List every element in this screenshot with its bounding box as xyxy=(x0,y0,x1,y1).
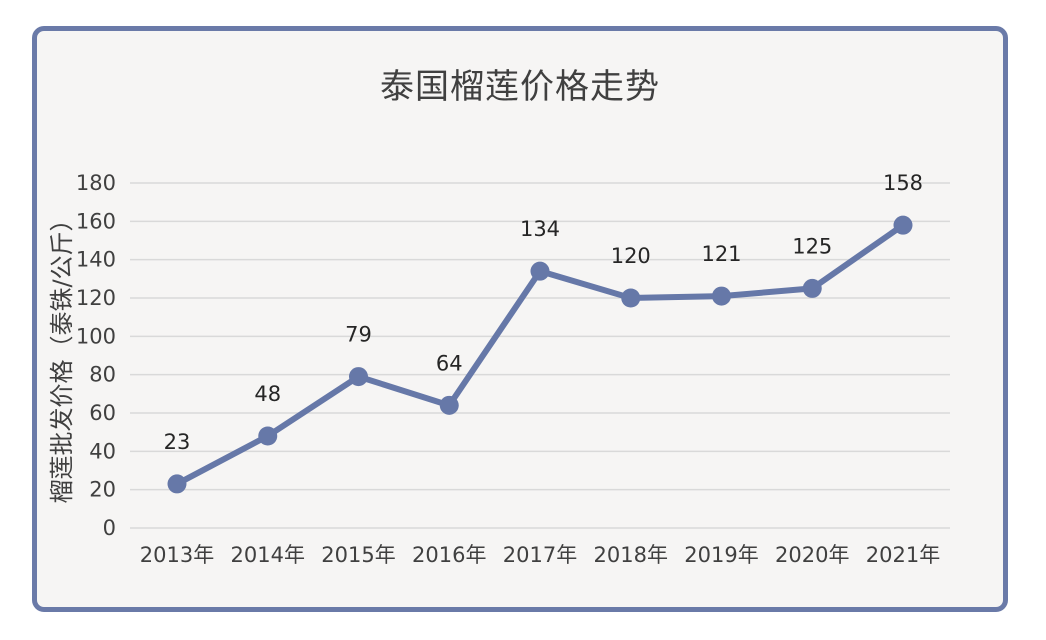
x-tick-label: 2015年 xyxy=(321,543,395,567)
chart-frame: 泰国榴莲价格走势 xyxy=(32,26,1008,612)
data-point xyxy=(258,426,278,446)
data-label: 125 xyxy=(792,234,832,258)
y-axis-label: 榴莲批发价格（泰铢/公斤） xyxy=(48,207,76,503)
y-tick-label: 40 xyxy=(89,439,116,463)
y-tick-label: 20 xyxy=(89,478,116,502)
data-point xyxy=(802,278,822,298)
data-point xyxy=(621,288,641,308)
y-tick-label: 180 xyxy=(76,171,116,195)
y-tick-label: 60 xyxy=(89,401,116,425)
x-tick-label: 2014年 xyxy=(231,543,305,567)
y-tick-label: 80 xyxy=(89,363,116,387)
data-label: 79 xyxy=(345,323,372,347)
data-label: 121 xyxy=(701,242,741,266)
data-point xyxy=(167,474,187,494)
x-tick-label: 2020年 xyxy=(775,543,849,567)
data-point xyxy=(712,286,731,306)
y-tick-label: 120 xyxy=(76,286,116,310)
y-tick-label: 0 xyxy=(103,516,116,540)
data-point xyxy=(439,395,459,415)
data-label: 64 xyxy=(436,351,463,375)
data-point xyxy=(530,261,550,281)
x-tick-label: 2018年 xyxy=(594,543,668,567)
y-tick-label: 140 xyxy=(76,248,116,272)
x-tick-label: 2021年 xyxy=(866,543,940,567)
data-label: 23 xyxy=(164,430,191,454)
x-tick-label: 2017年 xyxy=(503,543,577,567)
data-point xyxy=(893,215,913,235)
chart-title: 泰国榴莲价格走势 xyxy=(380,67,660,107)
data-label: 158 xyxy=(883,171,923,195)
data-point xyxy=(349,367,368,387)
data-label: 120 xyxy=(611,244,651,268)
x-tick-label: 2016年 xyxy=(412,543,486,567)
x-tick-label: 2013年 xyxy=(140,543,214,567)
x-tick-label: 2019年 xyxy=(684,543,758,567)
y-tick-label: 160 xyxy=(76,209,116,233)
data-label: 48 xyxy=(254,382,281,406)
y-tick-label: 100 xyxy=(76,324,116,348)
data-label: 134 xyxy=(520,217,560,241)
